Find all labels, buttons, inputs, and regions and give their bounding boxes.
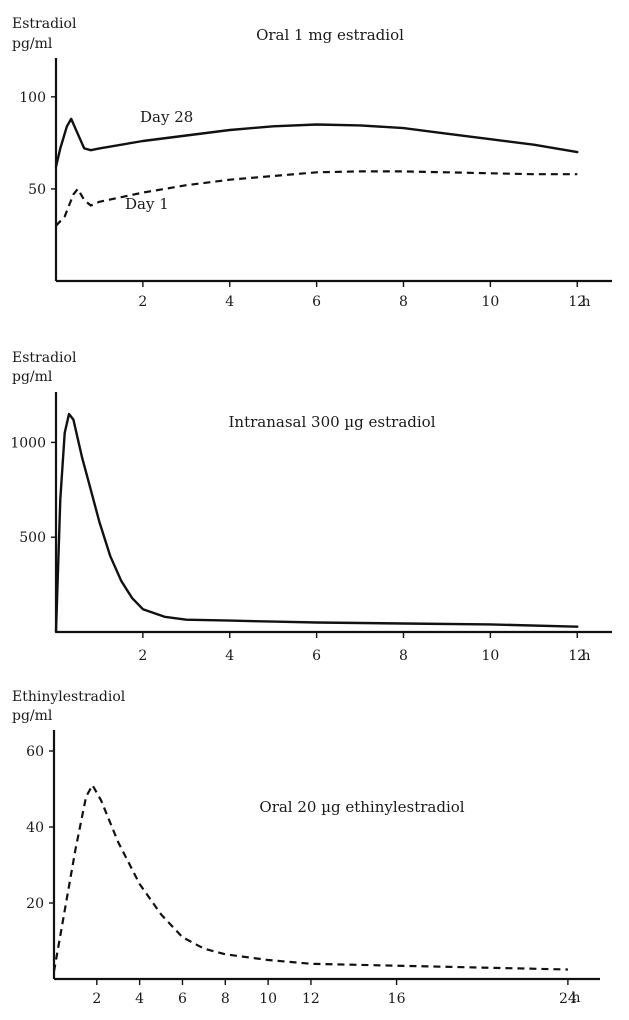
x-tick-label: 24 — [559, 991, 577, 1007]
x-ticks: 2 4 6 8 10 12 — [138, 281, 586, 310]
x-tick-label: 4 — [225, 294, 234, 310]
series-group — [52, 784, 568, 972]
series-line-day-1 — [55, 170, 578, 227]
y-tick-label: 60 — [26, 744, 44, 760]
x-ticks: 2 4 6 8 10 12 — [138, 632, 586, 664]
x-tick-label: 6 — [312, 648, 321, 664]
x-axis-unit: h — [571, 990, 580, 1006]
x-axis-unit: h — [581, 294, 590, 310]
series-group — [54, 412, 579, 634]
y-axis-label-line1: Estradiol — [12, 16, 77, 32]
y-axis-label-line2: pg/ml — [12, 36, 53, 52]
x-ticks: 2 4 6 8 10 12 16 24 — [92, 979, 577, 1007]
annotation-day-28: Day 28 — [140, 108, 193, 126]
y-tick-label: 20 — [26, 896, 44, 912]
chart-title: Oral 1 mg estradiol — [256, 26, 404, 44]
axes — [54, 58, 612, 283]
series-group — [54, 117, 579, 227]
y-axis-label-line2: pg/ml — [12, 708, 53, 724]
x-tick-label: 8 — [221, 991, 230, 1007]
x-axis-unit: h — [581, 648, 590, 664]
y-tick-label: 40 — [26, 820, 44, 836]
chart-title: Intranasal 300 µg estradiol — [229, 413, 436, 431]
chart-title: Oral 20 µg ethinylestradiol — [259, 798, 464, 816]
series-line-day-28 — [54, 117, 579, 169]
chart-panel-intranasal-estradiol: Estradiol pg/ml Intranasal 300 µg estrad… — [10, 350, 612, 664]
y-axis-label-line2: pg/ml — [12, 369, 53, 385]
y-ticks: 500 1000 — [10, 435, 56, 546]
axes — [54, 392, 612, 634]
y-tick-label: 1000 — [10, 435, 46, 451]
y-tick-label: 500 — [19, 530, 46, 546]
x-tick-label: 12 — [568, 648, 586, 664]
y-axis-label-line1: Ethinylestradiol — [12, 689, 126, 705]
x-tick-label: 8 — [399, 294, 408, 310]
x-tick-label: 2 — [138, 648, 147, 664]
x-tick-label: 8 — [399, 648, 408, 664]
x-tick-label: 4 — [225, 648, 234, 664]
x-tick-label: 10 — [481, 648, 499, 664]
series-line-intranasal — [54, 412, 579, 634]
x-tick-label: 6 — [178, 991, 187, 1007]
chart-panel-oral-estradiol: Estradiol pg/ml Oral 1 mg estradiol Day … — [12, 16, 612, 310]
y-tick-label: 100 — [19, 90, 46, 106]
x-tick-label: 6 — [312, 294, 321, 310]
y-ticks: 50 100 — [19, 90, 56, 198]
x-tick-label: 4 — [135, 991, 144, 1007]
x-tick-label: 2 — [138, 294, 147, 310]
x-tick-label: 2 — [92, 991, 101, 1007]
chart-panel-oral-ethinylestradiol: Ethinylestradiol pg/ml Oral 20 µg ethiny… — [12, 689, 600, 1007]
annotation-day-1: Day 1 — [125, 195, 169, 213]
series-line-ethinylestradiol — [52, 784, 568, 972]
y-axis-label-line1: Estradiol — [12, 350, 77, 366]
x-tick-label: 12 — [568, 294, 586, 310]
x-tick-label: 10 — [481, 294, 499, 310]
y-tick-label: 50 — [28, 182, 46, 198]
axes — [52, 730, 600, 981]
x-tick-label: 10 — [259, 991, 277, 1007]
x-tick-label: 12 — [302, 991, 320, 1007]
x-tick-label: 16 — [388, 991, 406, 1007]
y-ticks: 20 40 60 — [26, 744, 54, 912]
